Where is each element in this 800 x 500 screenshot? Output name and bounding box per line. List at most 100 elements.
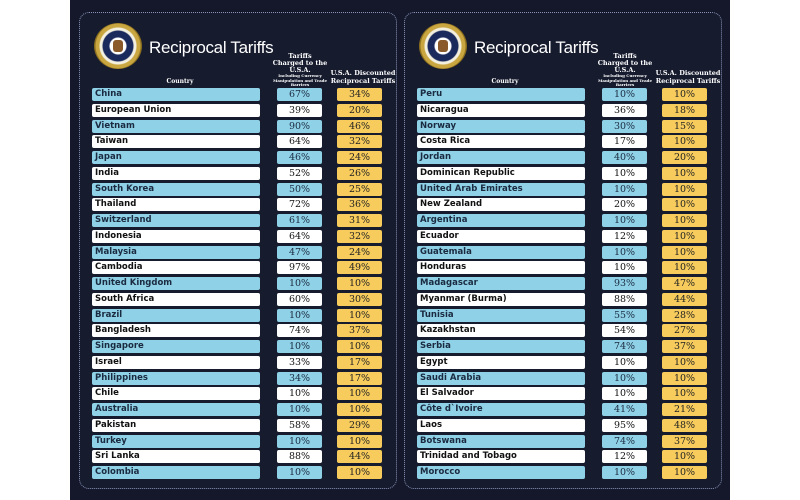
- charged-tariff-cell: 58%: [277, 418, 322, 432]
- charged-tariff-cell: 64%: [277, 229, 322, 243]
- charged-tariff-cell: 54%: [602, 324, 647, 338]
- country-cell: Peru: [417, 88, 585, 101]
- country-cell: Costa Rica: [417, 135, 585, 149]
- table-row: Trinidad and Tobago 12% 10%: [405, 450, 723, 464]
- country-cell: United Kingdom: [92, 277, 260, 290]
- country-cell: Taiwan: [92, 135, 260, 149]
- table-row: Australia 10% 10%: [80, 403, 398, 416]
- table-row: Taiwan 64% 32%: [80, 135, 398, 149]
- table-row: Philippines 34% 17%: [80, 371, 398, 385]
- discounted-tariff-cell: 10%: [662, 466, 707, 479]
- charged-header: Tariffs Charged to the U.S.A. Including C…: [597, 53, 653, 88]
- country-cell: Israel: [92, 355, 260, 369]
- charged-tariff-cell: 95%: [602, 418, 647, 432]
- charged-tariff-cell: 74%: [602, 434, 647, 448]
- country-cell: Malaysia: [92, 245, 260, 259]
- country-cell: Ecuador: [417, 229, 585, 243]
- table-row: Malaysia 47% 24%: [80, 245, 398, 259]
- discounted-header: U.S.A. Discounted Reciprocal Tariffs: [330, 69, 396, 85]
- country-cell: Switzerland: [92, 214, 260, 227]
- country-cell: Indonesia: [92, 229, 260, 243]
- country-cell: Kazakhstan: [417, 324, 585, 338]
- country-cell: Serbia: [417, 340, 585, 353]
- charged-tariff-cell: 10%: [602, 245, 647, 259]
- table-row: United Arab Emirates 10% 10%: [405, 182, 723, 196]
- table-row: Indonesia 64% 32%: [80, 229, 398, 243]
- table-row: El Salvador 10% 10%: [405, 387, 723, 401]
- table-row: Chile 10% 10%: [80, 387, 398, 401]
- discounted-tariff-cell: 17%: [337, 355, 382, 369]
- table-row: Norway 30% 15%: [405, 119, 723, 133]
- charged-tariff-cell: 46%: [277, 151, 322, 164]
- discounted-tariff-cell: 10%: [662, 135, 707, 149]
- discounted-tariff-cell: 10%: [662, 88, 707, 101]
- charged-tariff-cell: 55%: [602, 308, 647, 322]
- country-cell: Trinidad and Tobago: [417, 450, 585, 464]
- charged-tariff-cell: 10%: [602, 466, 647, 479]
- country-cell: Morocco: [417, 466, 585, 479]
- discounted-tariff-cell: 36%: [337, 198, 382, 212]
- charged-tariff-cell: 10%: [602, 166, 647, 180]
- charged-tariff-cell: 12%: [602, 450, 647, 464]
- discounted-tariff-cell: 10%: [662, 387, 707, 401]
- charged-header-sub: Including Currency Manipulation and Trad…: [597, 73, 652, 87]
- charged-header: Tariffs Charged to the U.S.A. Including C…: [272, 53, 328, 88]
- page-title: Reciprocal Tariffs: [149, 38, 274, 57]
- charged-tariff-cell: 52%: [277, 166, 322, 180]
- country-cell: South Korea: [92, 182, 260, 196]
- country-cell: Egypt: [417, 355, 585, 369]
- discounted-tariff-cell: 10%: [662, 355, 707, 369]
- country-cell: Vietnam: [92, 119, 260, 133]
- table-row: Colombia 10% 10%: [80, 466, 398, 479]
- discounted-tariff-cell: 10%: [662, 182, 707, 196]
- charged-tariff-cell: 61%: [277, 214, 322, 227]
- country-cell: Pakistan: [92, 418, 260, 432]
- charged-tariff-cell: 10%: [277, 466, 322, 479]
- discounted-tariff-cell: 32%: [337, 229, 382, 243]
- table-row: Madagascar 93% 47%: [405, 277, 723, 290]
- discounted-tariff-cell: 25%: [337, 182, 382, 196]
- table-row: Vietnam 90% 46%: [80, 119, 398, 133]
- country-header: Country: [491, 78, 519, 85]
- country-cell: Côte d`Ivoire: [417, 403, 585, 416]
- table-row: Botswana 74% 37%: [405, 434, 723, 448]
- discounted-tariff-cell: 20%: [337, 103, 382, 117]
- country-cell: China: [92, 88, 260, 101]
- charged-tariff-cell: 12%: [602, 229, 647, 243]
- table-row: Tunisia 55% 28%: [405, 308, 723, 322]
- table-row: United Kingdom 10% 10%: [80, 277, 398, 290]
- tariff-panel-left: Reciprocal Tariffs Country Tariffs Charg…: [79, 12, 397, 489]
- charged-tariff-cell: 10%: [602, 214, 647, 227]
- country-cell: El Salvador: [417, 387, 585, 401]
- discounted-tariff-cell: 48%: [662, 418, 707, 432]
- discounted-tariff-cell: 10%: [337, 434, 382, 448]
- country-cell: Australia: [92, 403, 260, 416]
- table-row: China 67% 34%: [80, 88, 398, 101]
- country-cell: Saudi Arabia: [417, 371, 585, 385]
- country-cell: Singapore: [92, 340, 260, 353]
- country-cell: European Union: [92, 103, 260, 117]
- table-row: Pakistan 58% 29%: [80, 418, 398, 432]
- table-row: Cambodia 97% 49%: [80, 261, 398, 275]
- table-row: Serbia 74% 37%: [405, 340, 723, 353]
- discounted-tariff-cell: 10%: [662, 245, 707, 259]
- discounted-tariff-cell: 44%: [662, 292, 707, 306]
- charged-tariff-cell: 93%: [602, 277, 647, 290]
- charged-tariff-cell: 10%: [277, 340, 322, 353]
- charged-tariff-cell: 50%: [277, 182, 322, 196]
- country-cell: Tunisia: [417, 308, 585, 322]
- discounted-tariff-cell: 10%: [662, 198, 707, 212]
- country-cell: India: [92, 166, 260, 180]
- country-cell: New Zealand: [417, 198, 585, 212]
- charged-tariff-cell: 74%: [277, 324, 322, 338]
- discounted-tariff-cell: 31%: [337, 214, 382, 227]
- charged-tariff-cell: 97%: [277, 261, 322, 275]
- discounted-tariff-cell: 49%: [337, 261, 382, 275]
- country-cell: Laos: [417, 418, 585, 432]
- table-row: South Africa 60% 30%: [80, 292, 398, 306]
- charged-tariff-cell: 90%: [277, 119, 322, 133]
- discounted-tariff-cell: 46%: [337, 119, 382, 133]
- discounted-tariff-cell: 28%: [662, 308, 707, 322]
- charged-tariff-cell: 10%: [277, 387, 322, 401]
- discounted-tariff-cell: 34%: [337, 88, 382, 101]
